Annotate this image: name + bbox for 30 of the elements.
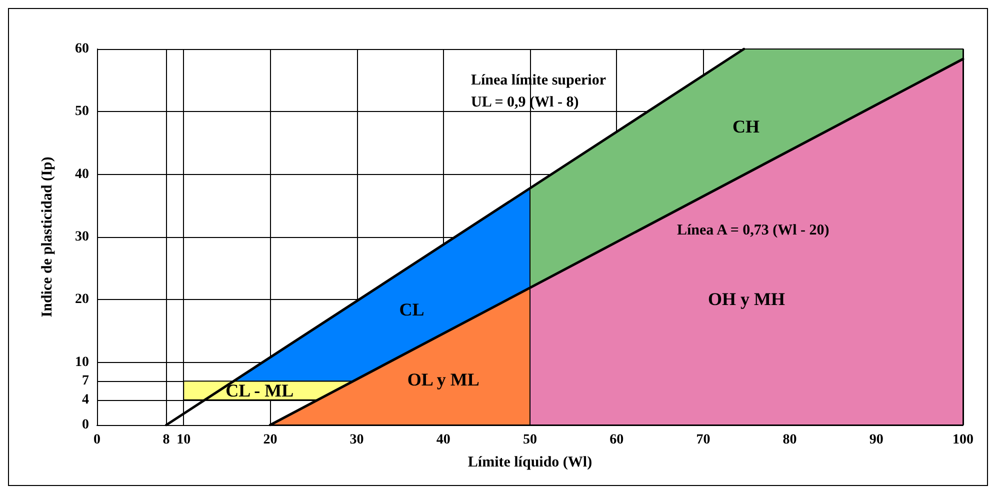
- x-tick-label: 100: [952, 432, 974, 448]
- y-tick-label: 50: [75, 104, 89, 120]
- x-tick-label: 80: [782, 432, 797, 448]
- x-axis-title: Límite líquido (Wl): [468, 454, 592, 470]
- x-tick-label: 40: [436, 432, 450, 448]
- y-tick-label: 30: [75, 230, 89, 244]
- y-tick-label: 10: [75, 354, 89, 370]
- y-tick-label: 4: [82, 392, 89, 408]
- y-axis-title: Indice de plasticidad (Ip): [40, 156, 56, 318]
- y-tick-label: 7: [82, 374, 89, 389]
- x-tick-label: 8: [162, 432, 170, 448]
- series-label: OL y ML: [407, 369, 480, 390]
- y-tick-label: 60: [75, 42, 89, 56]
- x-tick-label: 50: [523, 432, 537, 448]
- y-tick-label: 0: [82, 418, 89, 432]
- series-label: CL: [399, 300, 424, 320]
- x-tick-label: 70: [696, 432, 710, 448]
- series-label: CL - ML: [226, 380, 294, 401]
- y-tick-label: 40: [75, 166, 89, 182]
- annotation: Línea A = 0,73 (Wl - 20): [677, 222, 830, 238]
- x-tick-label: 10: [176, 432, 191, 448]
- annotation: UL = 0,9 (Wl - 8): [471, 94, 579, 110]
- x-tick-label: 0: [94, 432, 100, 448]
- x-tick-label: 30: [350, 432, 364, 448]
- x-tick-label: 20: [263, 432, 278, 448]
- y-tick-label: 20: [75, 292, 89, 308]
- x-tick-label: 90: [869, 432, 884, 448]
- x-tick-label: 60: [610, 432, 624, 448]
- series-label: OH y MH: [708, 289, 785, 310]
- series-label: CH: [732, 116, 760, 137]
